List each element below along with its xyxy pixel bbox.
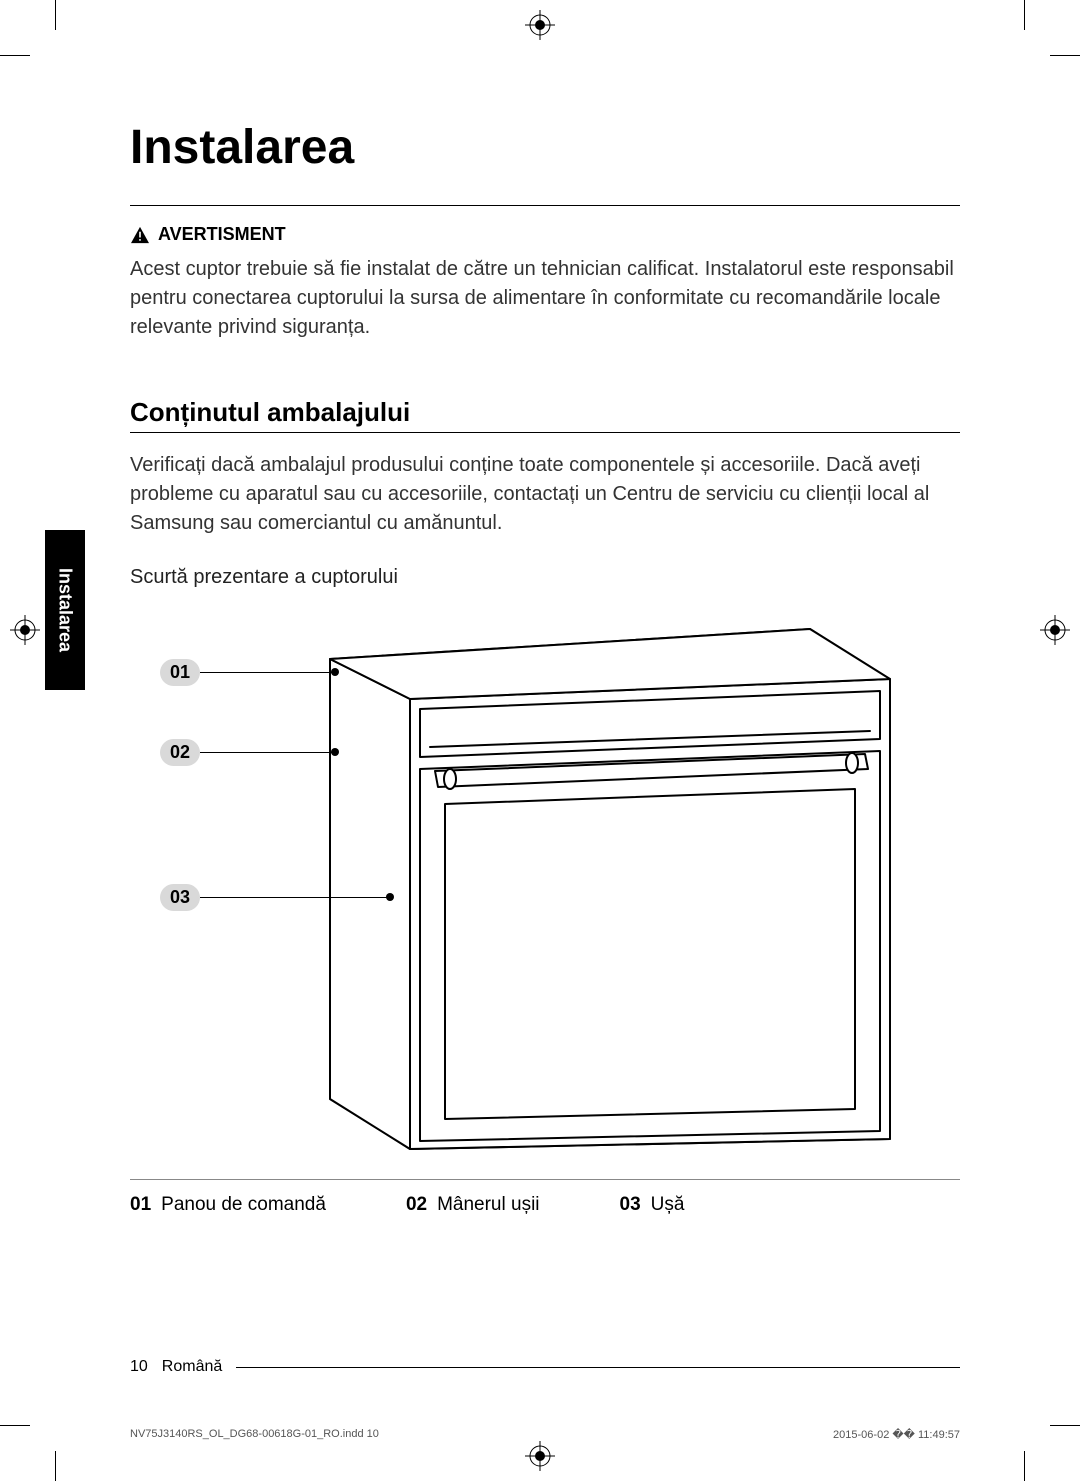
crop-mark: [55, 1451, 56, 1481]
section-rule: [130, 432, 960, 433]
callout-dot: [331, 668, 339, 676]
legend-label: Panou de comandă: [161, 1194, 326, 1216]
side-tab: Instalarea: [45, 530, 85, 690]
page-content: Instalarea AVERTISMENT Acest cuptor treb…: [130, 120, 960, 1216]
registration-mark-icon: [10, 615, 40, 645]
page-footer: 10 Română: [130, 1358, 960, 1376]
callout-line: [200, 897, 390, 898]
crop-mark: [1050, 1425, 1080, 1426]
page-title: Instalarea: [130, 120, 960, 175]
callout-dot: [331, 748, 339, 756]
crop-mark: [1024, 1451, 1025, 1481]
page-number: 10: [130, 1358, 148, 1376]
callout-badge: 01: [160, 659, 200, 686]
warning-row: AVERTISMENT: [130, 224, 960, 245]
registration-mark-icon: [525, 10, 555, 40]
callout-dot: [386, 893, 394, 901]
title-rule: [130, 205, 960, 206]
callout-badge: 02: [160, 739, 200, 766]
callout-03: 03: [160, 884, 390, 911]
footer-line: [236, 1367, 960, 1368]
crop-mark: [55, 0, 56, 30]
print-footer-right: 2015-06-02 �� 11:49:57: [833, 1428, 960, 1441]
print-footer-left: NV75J3140RS_OL_DG68-00618G-01_RO.indd 10: [130, 1428, 379, 1441]
page-language: Română: [162, 1358, 222, 1376]
print-footer: NV75J3140RS_OL_DG68-00618G-01_RO.indd 10…: [130, 1428, 960, 1441]
crop-mark: [1050, 55, 1080, 56]
legend-num: 01: [130, 1194, 151, 1216]
warning-label: AVERTISMENT: [158, 224, 286, 245]
legend-label: Mânerul ușii: [437, 1194, 539, 1216]
callout-02: 02: [160, 739, 335, 766]
warning-icon: [130, 226, 150, 244]
callout-badge: 03: [160, 884, 200, 911]
legend-rule: [130, 1179, 960, 1180]
oven-diagram: 01 02 03: [130, 609, 960, 1159]
legend-item: 02 Mânerul ușii: [406, 1194, 540, 1216]
registration-mark-icon: [1040, 615, 1070, 645]
legend-label: Ușă: [651, 1194, 685, 1216]
registration-mark-icon: [525, 1441, 555, 1471]
crop-mark: [0, 1425, 30, 1426]
section-body: Verificați dacă ambalajul produsului con…: [130, 451, 960, 538]
legend-row: 01 Panou de comandă 02 Mânerul ușii 03 U…: [130, 1194, 960, 1216]
legend-item: 01 Panou de comandă: [130, 1194, 326, 1216]
callout-01: 01: [160, 659, 335, 686]
section-heading: Conținutul ambalajului: [130, 397, 960, 428]
callout-line: [200, 752, 335, 753]
crop-mark: [0, 55, 30, 56]
warning-text: Acest cuptor trebuie să fie instalat de …: [130, 255, 960, 342]
legend-num: 03: [620, 1194, 641, 1216]
legend-item: 03 Ușă: [620, 1194, 685, 1216]
legend-num: 02: [406, 1194, 427, 1216]
callout-line: [200, 672, 335, 673]
crop-mark: [1024, 0, 1025, 30]
section-subhead: Scurtă prezentare a cuptorului: [130, 566, 960, 589]
